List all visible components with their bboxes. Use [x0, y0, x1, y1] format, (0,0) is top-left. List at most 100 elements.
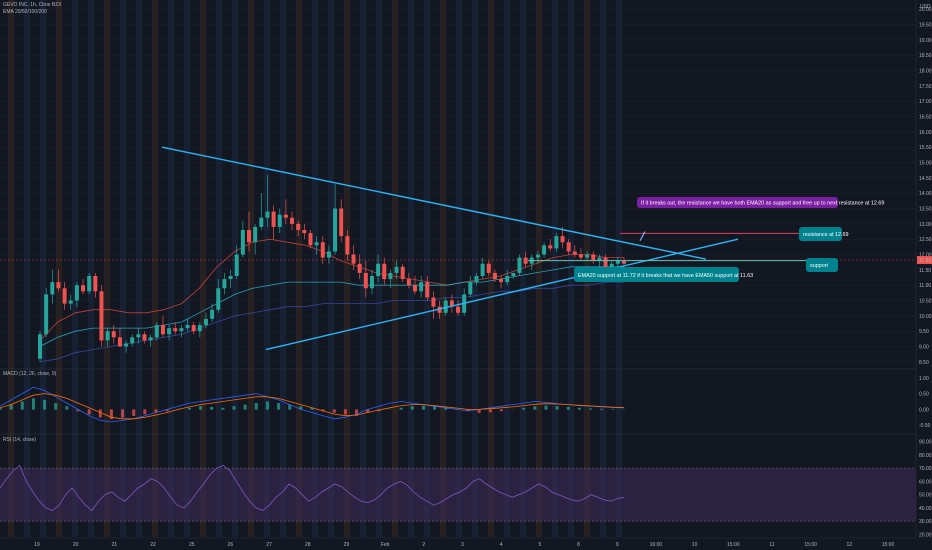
session-band: [568, 0, 574, 537]
rsi-tick: 50.00: [919, 493, 932, 499]
ema-legend[interactable]: EMA 20/50/100/200: [3, 9, 47, 15]
macd-bar: [566, 406, 570, 410]
candle-body: [431, 297, 436, 307]
macd-tick: -0.50: [919, 423, 931, 429]
time-tick: 12: [847, 542, 853, 548]
session-band: [472, 0, 478, 537]
session-band: [8, 0, 14, 537]
macd-bar: [433, 406, 437, 410]
macd-bar: [265, 401, 269, 410]
candle-body: [234, 254, 239, 276]
macd-bar: [533, 406, 537, 410]
candle-body: [154, 325, 159, 338]
ema-support-note-text: EMA20 support at 11.72 if it breaks that…: [578, 273, 753, 279]
candle-body: [406, 279, 411, 286]
rsi-legend[interactable]: RSI (14, close): [3, 437, 37, 443]
candle-body: [197, 325, 202, 332]
session-band: [488, 0, 494, 537]
price-tick: 18.50: [919, 53, 932, 59]
candle-body: [382, 263, 387, 280]
candle-body: [185, 325, 190, 329]
candle-body: [277, 214, 282, 227]
candle-body: [456, 306, 461, 313]
time-tick: 5: [538, 542, 541, 548]
candle-body: [173, 328, 178, 332]
candle-body: [253, 226, 258, 243]
session-band: [88, 0, 94, 537]
candle-body: [351, 254, 356, 264]
candle-body: [74, 285, 79, 301]
macd-bar: [210, 406, 214, 410]
session-band: [328, 0, 334, 537]
price-tick: 14.50: [919, 176, 932, 182]
candle-body: [124, 343, 129, 347]
candle-body: [216, 288, 221, 310]
macd-bar: [121, 409, 125, 418]
candle-body: [44, 294, 49, 335]
time-tick: 26: [228, 542, 234, 548]
macd-bar: [600, 408, 604, 410]
macd-bar: [54, 403, 58, 410]
rsi-tick: 70.00: [919, 466, 932, 472]
candle-body: [394, 266, 399, 273]
candle-body: [326, 251, 331, 258]
time-tick: 21: [112, 542, 118, 548]
candle-body: [339, 208, 344, 237]
time-tick: 20: [73, 542, 79, 548]
gridlines: [0, 8, 916, 363]
candle-body: [480, 263, 485, 276]
session-band: [408, 0, 414, 537]
macd-bar: [243, 404, 247, 410]
candle-body: [363, 272, 368, 289]
price-axis[interactable]: USD20.0019.5019.0018.5018.0017.5017.0016…: [0, 0, 932, 538]
time-axis[interactable]: 19 20 21 22 25 26 27 28 29 Feb 2 3 4 5 8 9 16:00 10 15:00 1…: [0, 537, 916, 548]
candle-body: [222, 279, 227, 289]
candle-body: [609, 263, 614, 267]
time-tick: 16:00: [650, 542, 663, 548]
macd-bar: [65, 406, 69, 410]
price-tick: 10.00: [919, 314, 932, 320]
symbol-title[interactable]: GEVO INC, 1h, Cboe BZX: [3, 2, 62, 8]
candle-body: [148, 337, 153, 341]
macd-bar: [343, 409, 347, 415]
macd-bar: [332, 409, 336, 413]
candle-body: [333, 208, 338, 252]
annotation-boxes[interactable]: If it breaks out, the resistance we have…: [574, 197, 884, 282]
candle-body: [419, 282, 424, 292]
macd-bar: [421, 405, 425, 410]
candle-body: [388, 272, 393, 280]
candle-body: [345, 236, 350, 255]
candle-body: [105, 331, 110, 341]
session-band: [296, 0, 302, 537]
candle-body: [179, 328, 184, 332]
macd-legend[interactable]: MACD (12, 26, close, 9): [3, 371, 57, 377]
session-band: [152, 0, 158, 537]
macd-bar: [221, 407, 225, 410]
macd-line: [0, 386, 625, 423]
candle-body: [578, 254, 583, 258]
price-tick: 17.00: [919, 99, 932, 105]
price-tick: 20.00: [919, 7, 932, 13]
macd-bar: [143, 409, 147, 415]
time-tick: 15:00: [727, 542, 740, 548]
time-tick: 9: [616, 542, 619, 548]
candle-body: [296, 223, 301, 230]
price-tick: 18.00: [919, 69, 932, 75]
macd-bar: [544, 405, 548, 410]
session-band: [424, 0, 430, 537]
macd-bar: [20, 401, 24, 410]
rsi-tick: 30.00: [919, 519, 932, 525]
macd-tick: 0.50: [919, 392, 929, 398]
ascending-trendline: [265, 238, 739, 351]
macd-bar: [399, 407, 403, 410]
time-tick: 29: [344, 542, 350, 548]
candle-body: [81, 285, 86, 292]
candle-body: [400, 266, 405, 280]
session-band: [456, 0, 462, 537]
price-tick: 11.50: [919, 268, 931, 274]
trend-drawings[interactable]: [161, 146, 826, 351]
rsi-tick: 80.00: [919, 453, 932, 459]
macd-bar: [611, 409, 615, 410]
price-tick: 11.00: [919, 283, 931, 289]
